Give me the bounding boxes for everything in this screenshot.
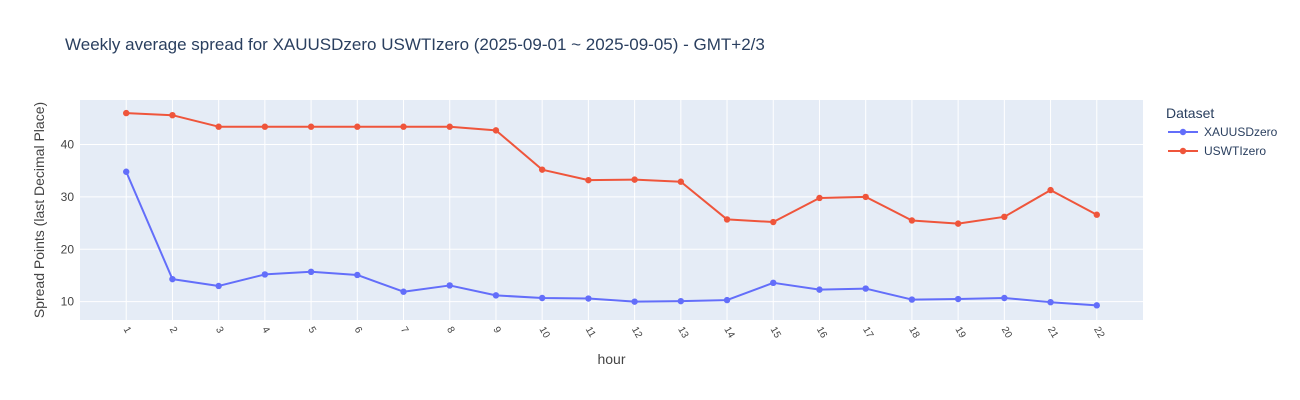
data-point-xauusdzero	[307, 268, 315, 276]
data-point-xauusdzero	[446, 282, 453, 289]
y-tick-label: 10	[61, 295, 75, 309]
data-point-uswtizero	[908, 217, 916, 224]
x-tick-label: 9	[490, 325, 503, 336]
data-point-xauusdzero	[215, 282, 222, 290]
data-point-uswtizero	[123, 109, 130, 117]
x-tick-label: 6	[352, 325, 365, 336]
x-axis-title: hour	[597, 351, 625, 367]
data-point-uswtizero	[723, 216, 731, 223]
x-tick-label: 7	[398, 325, 411, 336]
x-tick-label: 8	[444, 325, 457, 336]
x-tick-label: 2	[167, 325, 180, 336]
legend-label: XAUUSDzero	[1204, 125, 1278, 139]
legend-marker	[1179, 147, 1187, 155]
legend-item-uswtizero[interactable]: USWTIzero	[1168, 144, 1266, 158]
data-point-uswtizero	[446, 123, 453, 130]
data-point-xauusdzero	[585, 295, 592, 302]
x-tick-label: 16	[814, 325, 829, 341]
data-point-xauusdzero	[770, 279, 777, 287]
data-point-uswtizero	[261, 123, 269, 130]
data-point-uswtizero	[677, 178, 685, 185]
data-point-uswtizero	[538, 166, 546, 173]
data-point-xauusdzero	[169, 275, 176, 283]
data-point-uswtizero	[862, 193, 869, 201]
x-tick-label: 5	[305, 325, 318, 336]
data-point-xauusdzero	[123, 168, 130, 175]
data-point-xauusdzero	[631, 298, 638, 305]
data-point-xauusdzero	[908, 296, 916, 303]
x-tick-label: 10	[537, 325, 552, 341]
data-point-uswtizero	[354, 123, 361, 130]
data-point-xauusdzero	[354, 271, 361, 279]
y-tick-label: 30	[61, 190, 75, 204]
data-point-uswtizero	[307, 123, 315, 130]
data-point-uswtizero	[1047, 186, 1054, 194]
series-line-xauusdzero	[125, 171, 1097, 307]
data-point-uswtizero	[492, 127, 500, 134]
x-tick-label: 12	[629, 325, 644, 341]
x-tick-label: 11	[583, 325, 598, 340]
x-tick-label: 15	[768, 325, 783, 341]
x-tick-label: 4	[259, 325, 272, 336]
data-point-xauusdzero	[1001, 294, 1008, 302]
data-point-uswtizero	[1093, 211, 1100, 218]
data-point-xauusdzero	[1093, 302, 1100, 309]
x-tick-label: 14	[721, 325, 736, 341]
y-tick-label: 40	[61, 138, 75, 152]
data-point-xauusdzero	[1047, 298, 1054, 306]
x-axis-ticks: 1 2 3 4 5 6 7 8 9 10 11 12 13 14 15 16 17 18 19 20 21 22	[121, 325, 1107, 341]
data-point-xauusdzero	[677, 297, 685, 305]
data-point-xauusdzero	[862, 285, 869, 292]
data-point-uswtizero	[215, 123, 222, 130]
grid-lines	[80, 100, 1143, 320]
data-point-xauusdzero	[954, 295, 962, 303]
data-point-uswtizero	[400, 123, 407, 130]
x-tick-label: 21	[1045, 325, 1060, 341]
legend-label: USWTIzero	[1204, 144, 1266, 158]
data-point-xauusdzero	[261, 271, 269, 278]
x-tick-label: 19	[953, 325, 968, 341]
x-tick-label: 18	[906, 325, 921, 341]
x-tick-label: 1	[121, 325, 134, 336]
data-point-uswtizero	[169, 111, 176, 119]
x-tick-label: 13	[675, 325, 690, 341]
x-tick-label: 3	[213, 325, 226, 336]
x-tick-label: 20	[999, 325, 1014, 341]
x-tick-label: 22	[1091, 325, 1106, 341]
x-tick-label: 17	[860, 325, 875, 341]
data-point-xauusdzero	[538, 294, 546, 302]
chart-title: Weekly average spread for XAUUSDzero USW…	[65, 35, 765, 54]
legend: Dataset XAUUSDzero USWTIzero	[1166, 105, 1278, 158]
data-point-xauusdzero	[400, 288, 407, 295]
y-axis-ticks: 10 20 30 40	[61, 138, 75, 309]
legend-item-xauusdzero[interactable]: XAUUSDzero	[1168, 125, 1278, 139]
data-point-uswtizero	[954, 220, 962, 227]
data-point-uswtizero	[585, 176, 592, 184]
data-point-uswtizero	[816, 194, 823, 202]
data-point-uswtizero	[770, 218, 777, 226]
data-point-xauusdzero	[723, 296, 731, 304]
data-point-uswtizero	[1001, 213, 1008, 221]
data-point-xauusdzero	[816, 286, 823, 293]
y-axis-title: Spread Points (last Decimal Place)	[31, 102, 47, 318]
series-line-uswtizero	[126, 112, 1098, 225]
plot-area	[80, 100, 1143, 320]
y-tick-label: 20	[61, 242, 75, 256]
series-layer	[123, 109, 1100, 309]
legend-title: Dataset	[1166, 105, 1214, 121]
legend-marker	[1179, 128, 1187, 136]
data-point-uswtizero	[631, 176, 638, 183]
data-point-xauusdzero	[492, 292, 500, 299]
